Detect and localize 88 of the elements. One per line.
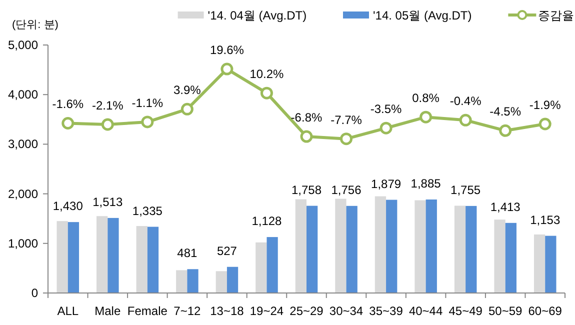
bar — [454, 206, 466, 293]
bar — [136, 226, 148, 293]
point — [420, 110, 432, 124]
data-label: 1,430 — [52, 199, 84, 214]
bar — [494, 220, 506, 293]
point — [141, 116, 154, 128]
point — [62, 116, 74, 130]
legend-label: '14. 04월 (Avg.DT) — [208, 8, 307, 22]
bar — [147, 226, 159, 293]
data-label: 1,335 — [132, 204, 163, 218]
data-label: -3.5% — [370, 102, 402, 116]
point — [499, 124, 512, 137]
data-label: 1,513 — [92, 194, 123, 209]
bar — [466, 206, 477, 293]
text: (단위: 분) — [12, 19, 58, 31]
bar — [414, 200, 426, 293]
bar — [335, 198, 346, 293]
x-tick-label: ALL — [57, 304, 79, 318]
bar — [505, 222, 516, 293]
data-label: 1,885 — [410, 176, 442, 191]
data-label: -6.8% — [290, 110, 322, 125]
x-tick-label: 40~44 — [408, 304, 443, 318]
bar — [187, 269, 198, 293]
bar — [108, 218, 119, 293]
x-tick-label: 45~49 — [448, 304, 483, 318]
data-label: 1,756 — [331, 182, 362, 197]
data-label: 1,153 — [530, 212, 560, 227]
point — [459, 114, 472, 126]
bar — [56, 221, 68, 293]
legend-label: 증감율 — [538, 8, 574, 22]
bar — [226, 266, 238, 293]
x-tick-label: 7~12 — [174, 304, 202, 318]
data-label: -0.4% — [450, 94, 482, 108]
bar — [374, 196, 386, 293]
bar — [545, 236, 556, 293]
bar — [386, 200, 398, 293]
y-tick-label: 3,000 — [8, 137, 38, 152]
data-label: 19.6% — [210, 43, 244, 58]
bar — [266, 237, 278, 293]
point — [380, 122, 392, 134]
point — [340, 132, 353, 146]
x-tick-label: 60~69 — [528, 304, 562, 318]
bar — [176, 270, 188, 293]
y-tick-label: 1,000 — [8, 236, 38, 250]
bar — [256, 242, 267, 293]
bar — [346, 206, 358, 293]
bar — [216, 271, 227, 293]
x-tick-label: 35~39 — [369, 304, 404, 318]
x-tick-label: 13~18 — [210, 304, 244, 318]
point — [180, 102, 194, 116]
data-label: 0.8% — [412, 91, 440, 106]
data-label: -7.7% — [330, 112, 362, 127]
bar — [96, 216, 108, 293]
bar — [426, 200, 437, 293]
x-tick-label: 30~34 — [329, 304, 364, 318]
data-label: 1,413 — [490, 200, 521, 214]
x-tick-label: Female — [127, 304, 168, 318]
point — [300, 130, 313, 143]
data-label: 10.2% — [250, 67, 284, 82]
x-tick-label: Male — [94, 304, 121, 318]
data-label: 1,755 — [450, 182, 481, 197]
x-tick-label: 19~24 — [250, 304, 284, 318]
bar — [306, 206, 318, 293]
data-label: -2.1% — [92, 98, 124, 113]
legend-label: '14. 05월 (Avg.DT) — [373, 8, 472, 22]
data-label: -1.6% — [52, 97, 84, 112]
data-label: 527 — [216, 244, 238, 258]
data-label: 1,128 — [252, 214, 282, 228]
data-label: -1.9% — [529, 98, 562, 112]
point — [220, 62, 234, 76]
point — [538, 118, 552, 130]
point — [260, 86, 273, 100]
data-label: -1.1% — [132, 96, 164, 110]
point — [101, 118, 114, 131]
y-tick-label: 4,000 — [8, 88, 38, 102]
y-tick-label: 2,000 — [8, 186, 38, 201]
bar — [295, 199, 306, 293]
x-tick-label: 50~59 — [488, 304, 523, 318]
data-label: -4.5% — [490, 104, 522, 119]
data-label: 1,758 — [291, 182, 322, 197]
data-label: 3.9% — [174, 83, 202, 98]
bar — [534, 234, 546, 293]
bar — [68, 222, 80, 293]
data-label: 481 — [177, 246, 198, 260]
y-tick-label: 5,000 — [8, 38, 38, 52]
data-label: 1,879 — [371, 176, 402, 191]
x-tick-label: 25~29 — [290, 304, 324, 318]
y-tick-label: 0 — [31, 286, 38, 300]
